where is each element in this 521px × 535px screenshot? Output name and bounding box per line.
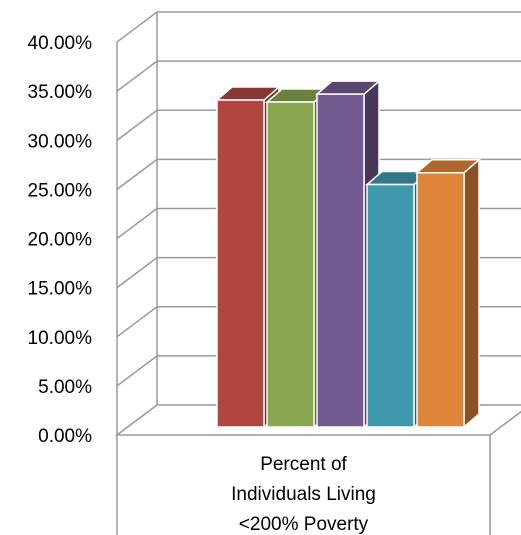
bars: [214, 79, 482, 429]
bar: [266, 101, 315, 428]
gridline: [116, 11, 521, 43]
y-tick-label: 5.00%: [38, 377, 92, 398]
y-tick-label: 40.00%: [28, 33, 93, 54]
bar: [316, 93, 365, 428]
category-label-line: Percent of: [260, 454, 347, 475]
bar-side: [463, 158, 480, 429]
y-tick-label: 20.00%: [28, 230, 93, 251]
bar: [366, 183, 415, 428]
y-tick-label: 25.00%: [28, 180, 93, 201]
bar: [416, 171, 465, 428]
y-axis-tick-labels: 0.00% 5.00% 10.00% 15.00% 20.00% 25.00% 30.00%…: [28, 33, 93, 447]
y-tick-label: 35.00%: [28, 82, 93, 103]
y-tick-label: 0.00%: [38, 426, 92, 447]
category-axis-box: [116, 435, 491, 535]
y-tick-label: 30.00%: [28, 131, 93, 152]
chart-walls: [114, 12, 521, 535]
category-label-line: Individuals Living: [231, 484, 376, 505]
y-tick-label: 15.00%: [28, 279, 93, 300]
gridline: [116, 60, 521, 92]
bar-series-5: [414, 158, 482, 429]
category-label-line: <200% Poverty: [239, 514, 369, 535]
y-tick-label: 10.00%: [28, 328, 93, 349]
chart-floor: [114, 404, 521, 436]
bar: [216, 99, 265, 428]
category-label: Percent of Individuals Living <200% Povert…: [231, 454, 376, 535]
